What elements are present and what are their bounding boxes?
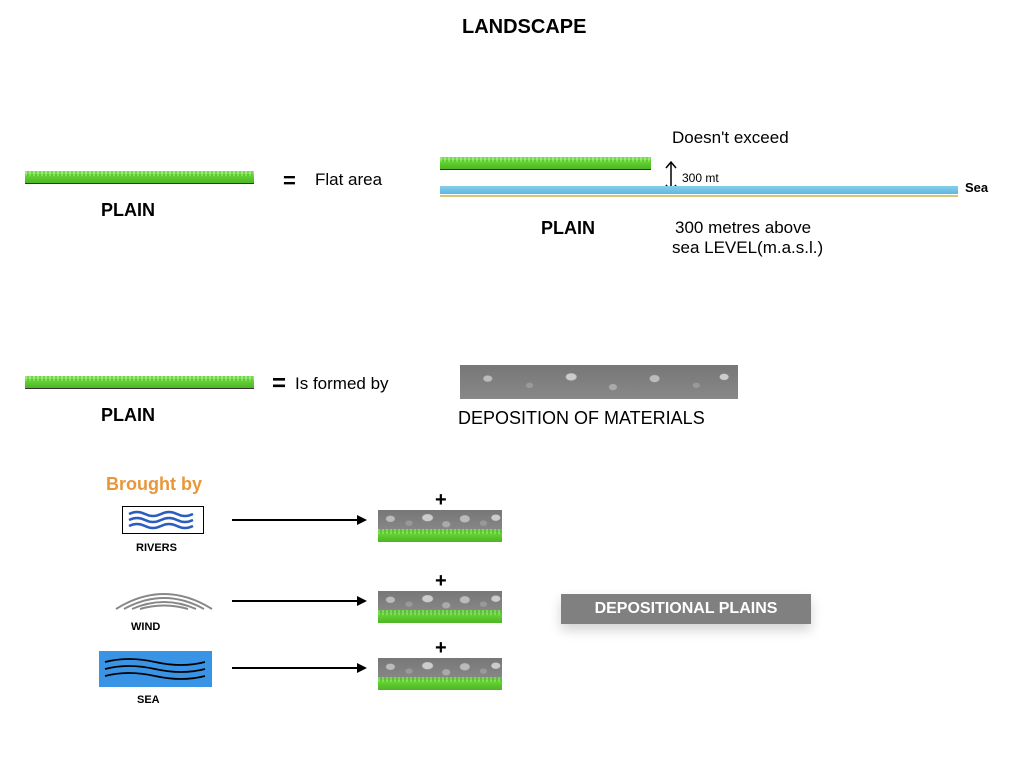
grass-sea <box>378 680 502 690</box>
page-title: LANDSCAPE <box>462 16 586 39</box>
plain-label-right: PLAIN <box>541 218 595 239</box>
sand-line <box>440 195 958 197</box>
desc-300m-2: sea LEVEL(m.a.s.l.) <box>672 238 823 258</box>
deposition-materials-label: DEPOSITION OF MATERIALS <box>458 408 705 429</box>
equals-2: = <box>272 370 286 398</box>
rivers-icon <box>122 506 204 534</box>
arrow-sea <box>232 661 367 675</box>
arrow-wind <box>232 594 367 608</box>
sea-bar <box>440 186 958 194</box>
brought-by-label: Brought by <box>106 474 202 495</box>
depositional-plains-box: DEPOSITIONAL PLAINS <box>561 594 811 624</box>
plain-label-left: PLAIN <box>101 200 155 221</box>
sea-label: Sea <box>965 180 988 195</box>
plus-wind: + <box>435 570 447 593</box>
sea-icon <box>99 651 212 687</box>
desc-300m-1: 300 metres above <box>675 218 811 238</box>
depositional-plains-label: DEPOSITIONAL PLAINS <box>595 600 778 618</box>
equals-1: = <box>283 168 296 194</box>
arrow-rivers <box>232 513 367 527</box>
wind-icon <box>108 575 220 617</box>
grass-rivers <box>378 532 502 542</box>
height-300mt: 300 mt <box>682 171 719 185</box>
rivers-label: RIVERS <box>136 542 177 554</box>
sea-agent-label: SEA <box>137 694 160 706</box>
grass-plain-right <box>440 160 651 170</box>
plain-label-2: PLAIN <box>101 405 155 426</box>
flat-area-label: Flat area <box>315 170 382 190</box>
doesnt-exceed-label: Doesn't exceed <box>672 128 789 148</box>
plus-rivers: + <box>435 489 447 512</box>
formed-by-label: Is formed by <box>295 374 389 394</box>
grass-plain-left <box>25 174 254 184</box>
grass-wind <box>378 613 502 623</box>
grass-plain-2 <box>25 379 254 389</box>
rocks-deposition <box>460 365 738 399</box>
wind-label: WIND <box>131 621 160 633</box>
plus-sea: + <box>435 637 447 660</box>
